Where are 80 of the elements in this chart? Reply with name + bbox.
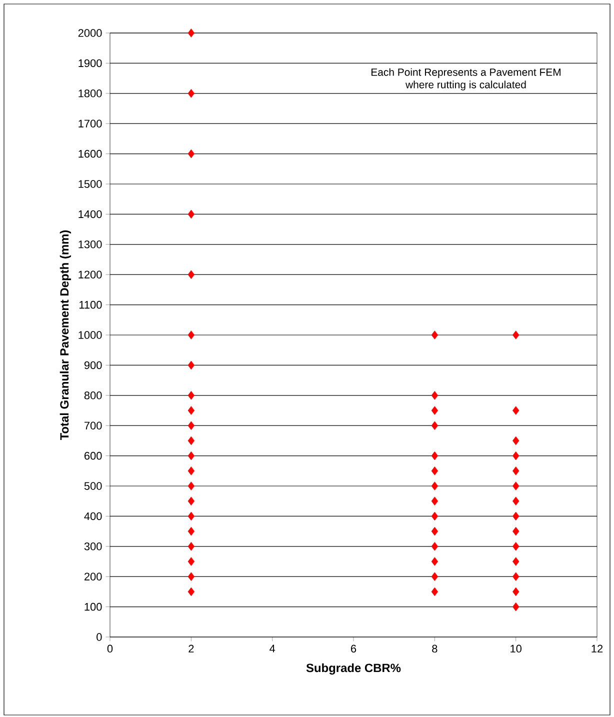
y-tick-label: 2000	[78, 29, 102, 37]
x-tick-label: 0	[107, 644, 113, 653]
y-tick-label: 300	[84, 542, 102, 550]
point	[188, 28, 195, 38]
y-tick-label: 1000	[78, 331, 102, 339]
y-tick-label: 1900	[78, 59, 102, 68]
y-tick-label: 800	[84, 392, 102, 400]
point	[512, 602, 520, 612]
y-tick-label: 1800	[78, 90, 102, 98]
point	[431, 391, 438, 400]
point	[188, 466, 195, 476]
point	[431, 421, 438, 430]
point	[431, 542, 438, 551]
point	[188, 557, 195, 566]
y-tick-label: 500	[84, 482, 102, 490]
point	[188, 482, 195, 490]
point	[431, 587, 438, 596]
point	[431, 451, 438, 460]
x-tick-label: 6	[351, 644, 356, 653]
point	[512, 587, 520, 596]
annotation: Each Point Represents a Pavement FEM where rutting is calculated	[372, 68, 560, 90]
point	[188, 451, 195, 460]
point	[188, 436, 195, 446]
x-tick-label: 10	[510, 644, 522, 653]
point	[188, 149, 195, 158]
y-tick-label: 400	[84, 512, 102, 520]
point	[188, 512, 195, 521]
point	[188, 421, 195, 430]
x-tick-label: 12	[592, 644, 603, 652]
y-axis-title: Total Granular Pavement Depth (mm)	[60, 230, 72, 440]
y-tick-label: 600	[84, 452, 102, 460]
point	[431, 572, 438, 581]
y-tick-label: 1100	[79, 300, 102, 309]
x-tick-label: 2	[188, 644, 194, 652]
x-tick-label: 4	[270, 644, 276, 652]
point	[512, 542, 520, 551]
y-tick-label: 1400	[78, 210, 102, 218]
point	[188, 526, 195, 536]
point	[431, 482, 438, 490]
point	[512, 482, 520, 490]
x-axis-title: Subgrade CBR%	[306, 663, 401, 675]
y-tick-label: 100	[84, 602, 102, 611]
point	[431, 512, 438, 521]
point	[431, 496, 438, 506]
x-tick-label: 8	[432, 644, 438, 653]
y-tick-label: 1300	[78, 240, 102, 248]
point	[188, 360, 195, 370]
point	[431, 330, 438, 340]
y-tick-label: 1500	[78, 180, 102, 188]
point	[188, 406, 195, 415]
y-tick-label: 1600	[78, 150, 102, 158]
point	[512, 572, 520, 581]
point	[512, 512, 520, 521]
point	[512, 330, 520, 340]
point	[431, 466, 438, 476]
point	[512, 436, 520, 446]
point	[512, 466, 520, 476]
point	[188, 542, 195, 551]
point	[188, 496, 195, 506]
y-tick-label: 1700	[78, 120, 102, 128]
point	[512, 557, 520, 566]
y-tick-label: 0	[96, 633, 102, 641]
point	[188, 587, 195, 596]
point	[512, 406, 520, 415]
y-tick-label: 900	[84, 361, 102, 370]
point	[431, 526, 438, 536]
point	[188, 210, 195, 219]
point	[431, 406, 438, 415]
point	[188, 572, 195, 581]
y-tick-label: 200	[84, 572, 102, 580]
point	[431, 557, 438, 566]
point	[188, 270, 195, 279]
point	[512, 496, 520, 506]
point	[512, 526, 520, 536]
point	[188, 330, 195, 340]
point	[512, 451, 520, 460]
y-tick-label: 700	[84, 422, 102, 430]
y-tick-label: 1200	[78, 270, 102, 278]
point	[188, 391, 195, 400]
point	[188, 89, 195, 98]
